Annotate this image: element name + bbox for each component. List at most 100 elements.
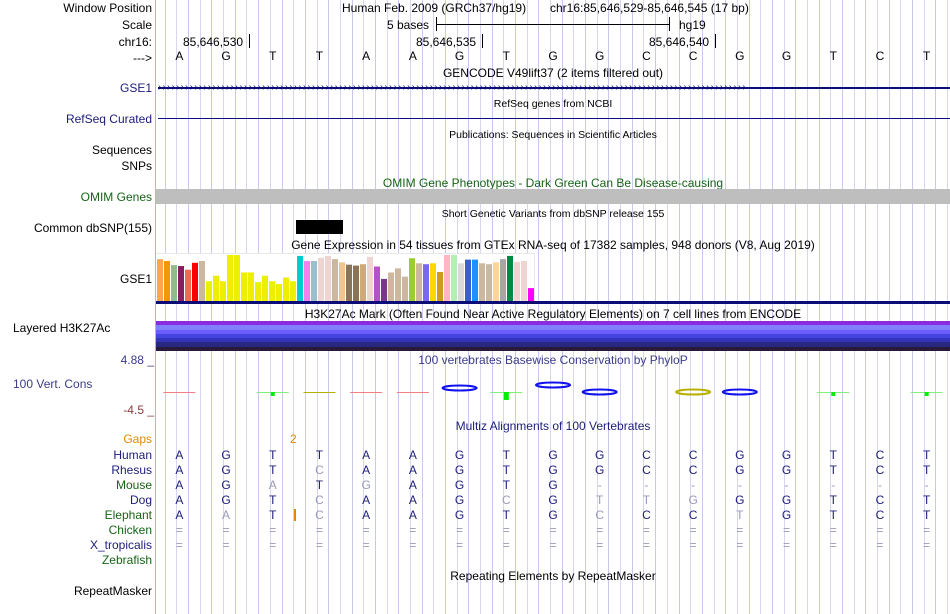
gtex-tissue-bar[interactable] (241, 272, 247, 301)
gtex-tissue-bar[interactable] (388, 272, 394, 301)
gtex-tissue-bar[interactable] (528, 288, 534, 301)
aligned-base: G (595, 463, 605, 477)
gtex-tissue-bar[interactable] (283, 277, 289, 301)
h3k27ac-layers[interactable] (156, 321, 950, 352)
gtex-tissue-bar[interactable] (493, 262, 499, 301)
gtex-tissue-bar[interactable] (171, 265, 177, 301)
gtex-tissue-bar[interactable] (472, 259, 478, 301)
gtex-tissue-bar[interactable] (213, 275, 219, 301)
grid-line (806, 0, 808, 614)
scale-text: 5 bases (387, 18, 430, 32)
aligned-base: C (642, 448, 651, 462)
grid-line (877, 0, 879, 614)
gtex-tissue-bar[interactable] (339, 262, 345, 301)
gtex-tissue-bar[interactable] (178, 266, 184, 301)
species-label[interactable]: X_tropicalis (89, 538, 152, 552)
publications-label-line2[interactable]: SNPs (121, 159, 152, 173)
gtex-track-label[interactable]: GSE1 (119, 272, 152, 286)
gtex-tissue-bar[interactable] (402, 276, 408, 301)
dbsnp-track-label[interactable]: Common dbSNP(155) (33, 221, 152, 235)
gtex-tissue-bar[interactable] (423, 264, 429, 301)
grid-line (830, 0, 832, 614)
gtex-tissue-bar[interactable] (409, 258, 415, 301)
species-label[interactable]: Dog (129, 493, 152, 507)
phylop-logo (163, 381, 943, 400)
species-label[interactable]: Human (113, 448, 152, 462)
grid-line (713, 0, 715, 614)
gtex-tissue-bar[interactable] (514, 261, 520, 301)
aligned-base: = (175, 538, 183, 552)
omim-gene-bar[interactable] (156, 189, 950, 204)
gtex-tissue-bar[interactable] (255, 282, 261, 301)
refseq-gene[interactable] (158, 118, 950, 119)
gtex-tissue-bar[interactable] (311, 260, 317, 301)
gtex-tissue-bar[interactable] (395, 268, 401, 301)
gtex-tissue-bar[interactable] (430, 263, 436, 301)
gtex-tissue-bar[interactable] (486, 264, 492, 301)
gtex-tissue-bar[interactable] (332, 259, 338, 301)
grid-line (631, 0, 633, 614)
gtex-tissue-bar[interactable] (192, 262, 198, 301)
aligned-base: A (362, 448, 371, 462)
gtex-tissue-bar[interactable] (199, 260, 205, 301)
phylop-track-label[interactable]: 100 Vert. Cons (13, 377, 93, 391)
gtex-tissue-bar[interactable] (234, 255, 240, 301)
refseq-track-label[interactable]: RefSeq Curated (65, 112, 152, 126)
gtex-tissue-bar[interactable] (248, 272, 254, 301)
publications-label-line1[interactable]: Sequences (91, 143, 152, 157)
gtex-track-title: Gene Expression in 54 tissues from GTEx … (291, 238, 815, 252)
aligned-base: - (737, 478, 742, 492)
gtex-tissue-bar[interactable] (381, 278, 387, 301)
gtex-tissue-bar[interactable] (185, 269, 191, 301)
gtex-tissue-bar[interactable] (444, 255, 450, 301)
species-label[interactable]: Chicken (108, 523, 152, 537)
gtex-tissue-bar[interactable] (325, 255, 331, 301)
gtex-tissue-bar[interactable] (500, 259, 506, 301)
gtex-tissue-bar[interactable] (157, 259, 163, 301)
grid-line (643, 0, 645, 614)
gtex-tissue-bar[interactable] (521, 260, 527, 301)
gtex-tissue-bar[interactable] (304, 260, 310, 301)
species-label[interactable]: Elephant (104, 508, 152, 522)
dbsnp-variant[interactable] (296, 220, 343, 234)
gtex-tissue-bar[interactable] (507, 255, 513, 301)
gtex-tissue-bar[interactable] (367, 256, 373, 301)
species-label[interactable]: Mouse (115, 478, 152, 492)
gaps-label: Gaps (123, 432, 152, 446)
gencode-track-label[interactable]: GSE1 (119, 81, 152, 95)
omim-track-label[interactable]: OMIM Genes (80, 190, 152, 204)
gtex-tissue-bar[interactable] (164, 260, 170, 301)
species-label[interactable]: Rhesus (111, 463, 152, 477)
gencode-gene-GSE1[interactable] (158, 87, 950, 89)
gtex-tissue-bar[interactable] (416, 263, 422, 301)
gtex-tissue-bar[interactable] (297, 255, 303, 301)
gtex-tissue-bar[interactable] (269, 281, 275, 301)
gtex-tissue-bar[interactable] (318, 257, 324, 301)
aligned-base: C (875, 493, 885, 507)
aligned-base: G (454, 493, 465, 507)
gtex-tissue-bar[interactable] (458, 263, 464, 301)
gtex-tissue-bar[interactable] (465, 259, 471, 301)
gtex-tissue-bar[interactable] (227, 255, 233, 301)
repeatmasker-track-label[interactable]: RepeatMasker (73, 584, 152, 598)
reference-base: A (362, 49, 371, 63)
gtex-tissue-bar[interactable] (437, 272, 443, 301)
gtex-tissue-bar[interactable] (479, 263, 485, 301)
gtex-tissue-bar[interactable] (353, 265, 359, 301)
h3k27ac-track-title: H3K27Ac Mark (Often Found Near Active Re… (304, 307, 802, 321)
gtex-tissue-bar[interactable] (220, 281, 226, 301)
gtex-tissue-bar[interactable] (451, 255, 457, 301)
gtex-tissue-bar[interactable] (346, 264, 352, 301)
aligned-base: G (781, 448, 792, 462)
aligned-base: = (689, 523, 697, 537)
reference-base: G (454, 49, 465, 63)
gtex-tissue-bar[interactable] (360, 264, 366, 301)
strand-toggle[interactable]: ---> (133, 51, 152, 65)
gtex-tissue-bar[interactable] (374, 266, 380, 302)
gtex-tissue-bar[interactable] (206, 281, 212, 301)
gtex-tissue-bar[interactable] (290, 281, 296, 301)
gtex-tissue-bar[interactable] (276, 283, 282, 301)
species-label[interactable]: Zebrafish (101, 553, 152, 567)
gtex-tissue-bar[interactable] (262, 275, 268, 301)
h3k27ac-track-label[interactable]: Layered H3K27Ac (13, 321, 111, 335)
